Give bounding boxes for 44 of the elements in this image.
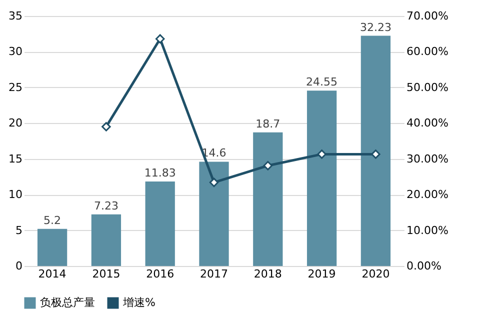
y2-tick-label: 40.00% (406, 116, 448, 130)
y2-tick-label: 60.00% (406, 45, 448, 58)
y-tick-label: 30 (8, 45, 22, 58)
legend-label: 负极总产量 (40, 296, 95, 309)
y-tick-label: 20 (8, 116, 22, 130)
bar (199, 162, 229, 266)
bar (306, 90, 337, 266)
point (209, 178, 219, 188)
data-label: 7.23 (94, 199, 118, 212)
data-label: 18.7 (256, 117, 280, 130)
point (371, 150, 380, 159)
y2-tick-label: 50.00% (406, 80, 448, 94)
data-label: 32.23 (360, 20, 392, 34)
x-tick-label: 2015 (92, 268, 120, 280)
bar (253, 132, 283, 266)
y2-tick-label: 20.00% (406, 188, 448, 202)
point (317, 150, 326, 159)
x-tick-label: 2019 (308, 268, 336, 280)
data-label: 5.2 (44, 214, 62, 227)
data-label: 24.55 (306, 76, 338, 89)
bar (91, 214, 122, 266)
point (263, 161, 273, 170)
x-tick-label: 2017 (200, 268, 228, 280)
y2-tick-label: 10.00% (406, 224, 448, 237)
bar (360, 36, 391, 266)
y2-tick-label: 0.00% (406, 260, 442, 272)
y-tick-label: 0 (16, 260, 22, 272)
legend-label: 增速% (122, 296, 156, 309)
y2-tick-label: 70.00% (406, 10, 448, 22)
point (155, 34, 165, 44)
y-tick-label: 5 (16, 224, 22, 237)
x-tick-label: 2018 (254, 268, 282, 280)
y2-tick-label: 30.00% (406, 152, 448, 166)
x-tick-label: 2014 (38, 268, 66, 280)
bar (145, 182, 175, 266)
x-tick-label: 2020 (362, 268, 390, 280)
point (102, 122, 111, 132)
y-tick-label: 10 (8, 188, 22, 202)
y-tick-label: 35 (8, 10, 22, 22)
data-label: 11.83 (144, 166, 176, 180)
y-tick-label: 15 (8, 152, 22, 166)
x-tick-label: 2016 (146, 268, 174, 280)
bar (37, 228, 68, 266)
y-tick-label: 25 (8, 80, 22, 94)
